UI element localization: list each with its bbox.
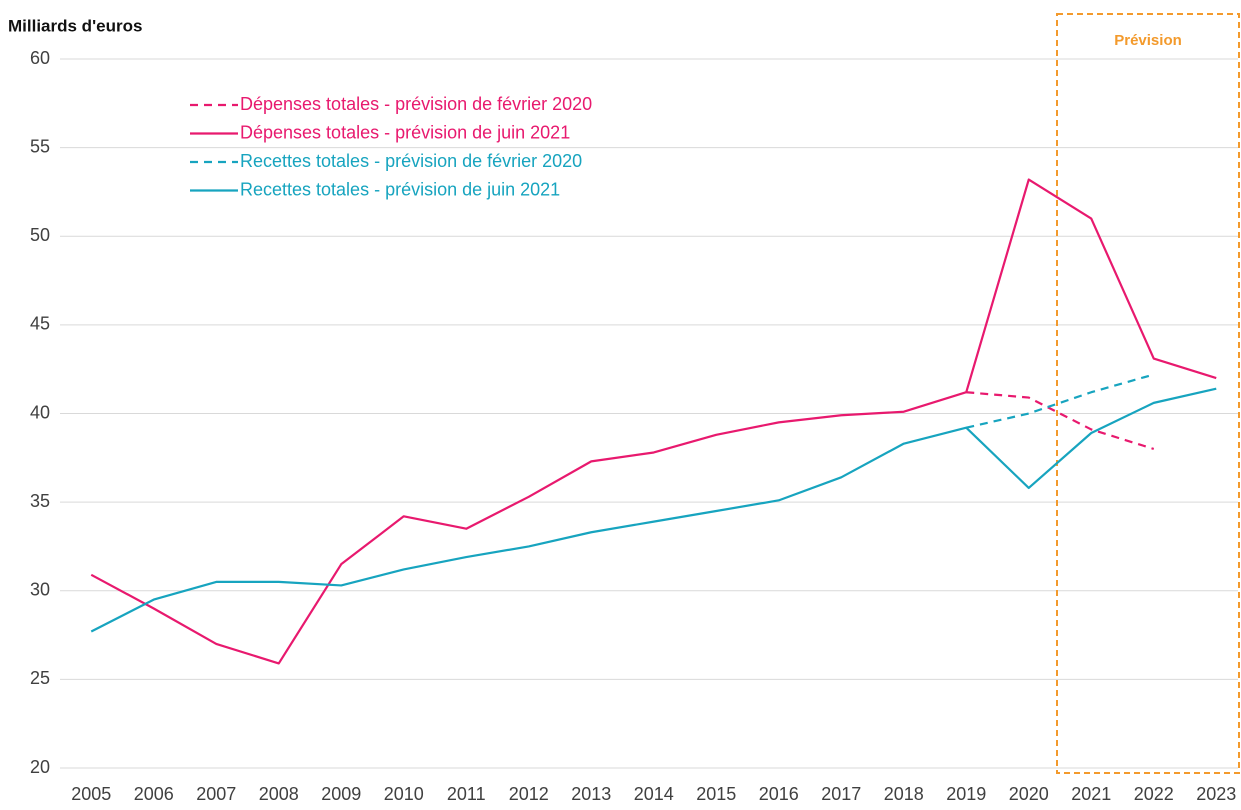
x-tick-label: 2021 xyxy=(1071,784,1111,804)
x-tick-label: 2014 xyxy=(634,784,674,804)
series-line xyxy=(966,373,1155,429)
legend-label: Recettes totales - prévision de février … xyxy=(240,151,582,171)
x-tick-label: 2016 xyxy=(759,784,799,804)
y-tick-label: 60 xyxy=(30,48,50,68)
forecast-label: Prévision xyxy=(1114,32,1182,49)
x-tick-label: 2008 xyxy=(259,784,299,804)
x-tick-label: 2022 xyxy=(1134,784,1174,804)
x-tick-label: 2017 xyxy=(821,784,861,804)
series-line xyxy=(90,178,1217,665)
x-tick-label: 2013 xyxy=(571,784,611,804)
x-tick-label: 2011 xyxy=(447,784,486,804)
y-tick-label: 25 xyxy=(30,668,50,688)
x-tick-label: 2023 xyxy=(1196,784,1236,804)
x-tick-label: 2012 xyxy=(509,784,549,804)
y-axis-title: Milliards d'euros xyxy=(8,16,142,35)
x-tick-label: 2006 xyxy=(134,784,174,804)
legend-label: Dépenses totales - prévision de février … xyxy=(240,94,592,114)
series-line xyxy=(966,391,1155,451)
y-tick-label: 20 xyxy=(30,757,50,777)
legend-label: Dépenses totales - prévision de juin 202… xyxy=(240,122,570,142)
y-tick-label: 50 xyxy=(30,225,50,245)
x-tick-label: 2019 xyxy=(946,784,986,804)
y-tick-label: 45 xyxy=(30,314,50,334)
x-tick-label: 2007 xyxy=(196,784,236,804)
forecast-box xyxy=(1056,13,1240,774)
y-tick-label: 40 xyxy=(30,402,50,422)
y-tick-label: 35 xyxy=(30,491,50,511)
x-tick-label: 2010 xyxy=(384,784,424,804)
legend-label: Recettes totales - prévision de juin 202… xyxy=(240,179,560,199)
x-tick-label: 2018 xyxy=(884,784,924,804)
y-tick-label: 30 xyxy=(30,580,50,600)
series-line xyxy=(90,387,1217,633)
y-tick-label: 55 xyxy=(30,136,50,156)
x-tick-label: 2020 xyxy=(1009,784,1049,804)
x-tick-label: 2009 xyxy=(321,784,361,804)
x-tick-label: 2015 xyxy=(696,784,736,804)
x-tick-label: 2005 xyxy=(71,784,111,804)
